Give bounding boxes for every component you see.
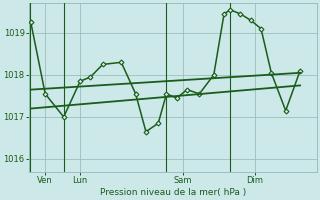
X-axis label: Pression niveau de la mer( hPa ): Pression niveau de la mer( hPa ) xyxy=(100,188,246,197)
